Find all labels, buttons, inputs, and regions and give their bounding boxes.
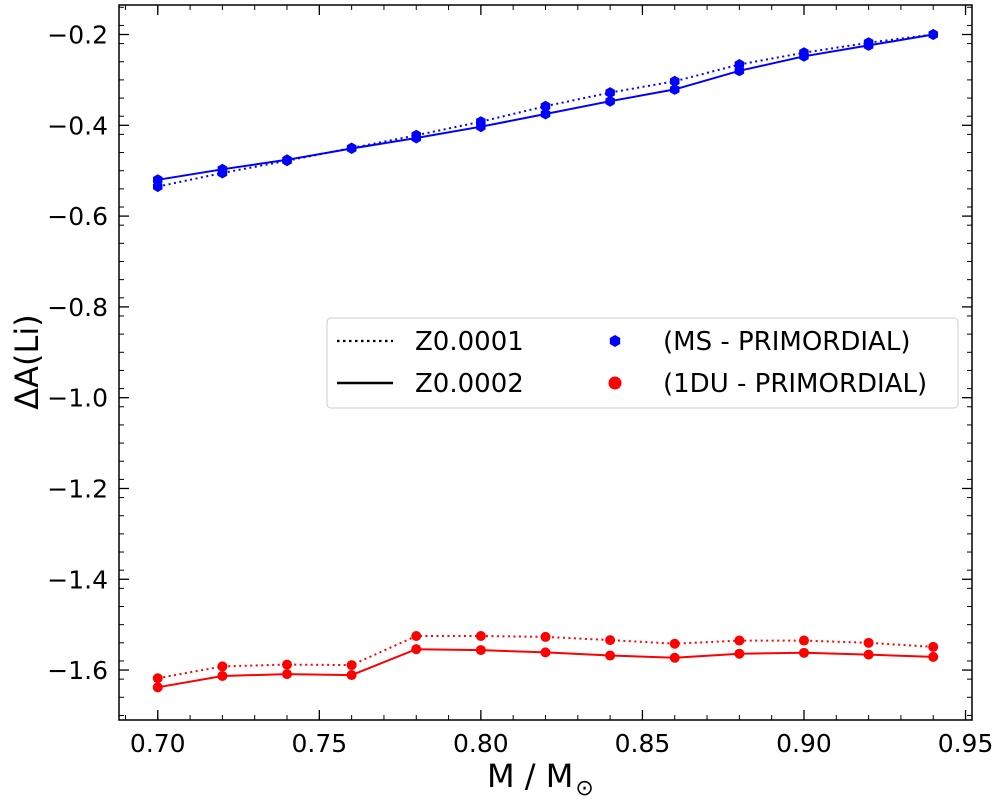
data-point-hexagon: [153, 174, 163, 186]
data-point-circle: [798, 635, 809, 646]
data-point-circle: [217, 661, 228, 672]
x-tick-label: 0.85: [615, 729, 671, 758]
data-point-circle: [475, 631, 486, 642]
data-point-hexagon: [799, 50, 809, 62]
data-point-hexagon: [605, 87, 615, 99]
x-tick-label: 0.75: [291, 729, 347, 758]
data-point-circle: [346, 660, 357, 671]
data-point-hexagon: [605, 95, 615, 107]
data-point-hexagon: [282, 154, 292, 166]
legend: Z0.0001 Z0.0002 (MS - PRIMORDIAL) (1DU -…: [326, 317, 959, 409]
legend-label-1du: (1DU - PRIMORDIAL): [663, 369, 927, 399]
y-tick-label: −1.4: [47, 565, 108, 594]
data-point-circle: [863, 637, 874, 648]
data-point-circle: [540, 647, 551, 658]
data-point-circle: [669, 652, 680, 663]
y-tick-label: −1.6: [47, 656, 108, 685]
y-tick-label: −0.4: [47, 111, 108, 140]
legend-label-ms: (MS - PRIMORDIAL): [663, 327, 910, 357]
data-point-circle: [282, 659, 293, 670]
data-point-circle: [669, 638, 680, 649]
data-point-circle: [411, 631, 422, 642]
data-point-circle: [540, 631, 551, 642]
series-layer: [152, 29, 939, 693]
legend-marker-circle: [608, 376, 622, 390]
data-point-hexagon: [670, 75, 680, 87]
x-axis-label: M / M⊙: [487, 757, 594, 800]
data-point-circle: [928, 641, 939, 652]
y-tick-label: −1.0: [47, 384, 108, 413]
legend-label-z0002: Z0.0002: [415, 369, 524, 399]
data-point-hexagon: [540, 108, 551, 120]
legend-marker-hexagon: [609, 335, 621, 347]
data-point-circle: [411, 644, 422, 655]
data-point-hexagon: [217, 163, 228, 175]
data-point-circle: [282, 669, 293, 680]
x-tick-label: 0.70: [130, 729, 186, 758]
data-point-circle: [605, 650, 616, 661]
data-point-hexagon: [670, 83, 680, 95]
y-tick-label: −0.6: [47, 202, 108, 231]
sun-symbol: ⊙: [575, 776, 593, 800]
data-point-circle: [475, 645, 486, 656]
data-point-hexagon: [540, 100, 551, 112]
data-point-hexagon: [476, 121, 486, 133]
data-point-circle: [605, 635, 616, 646]
legend-label-z0001: Z0.0001: [415, 327, 524, 357]
data-point-circle: [152, 673, 163, 684]
data-point-circle: [798, 647, 809, 658]
x-tick-label: 0.90: [776, 729, 832, 758]
data-point-circle: [734, 635, 745, 646]
data-point-circle: [928, 651, 939, 662]
y-tick-label: −1.2: [47, 474, 108, 503]
y-tick-label: −0.8: [47, 293, 108, 322]
data-point-hexagon: [734, 65, 745, 77]
data-point-hexagon: [863, 39, 874, 51]
data-point-hexagon: [928, 29, 938, 40]
data-point-hexagon: [346, 143, 357, 154]
legend-box: [326, 317, 959, 409]
data-point-circle: [152, 682, 163, 693]
data-point-hexagon: [411, 132, 421, 144]
y-axis-label: ΔA(Li): [8, 314, 46, 409]
y-tick-label: −0.2: [47, 21, 108, 50]
x-tick-label: 0.80: [453, 729, 509, 758]
ticks-layer: 0.70 0.75 0.80 0.85 0.90 0.95 −1.6 −1.4 −1.2 −1.0…: [47, 5, 993, 758]
data-point-circle: [346, 670, 357, 681]
x-tick-label: 0.95: [938, 729, 994, 758]
data-point-circle: [734, 648, 745, 659]
data-point-circle: [863, 649, 874, 660]
data-point-circle: [217, 670, 228, 681]
